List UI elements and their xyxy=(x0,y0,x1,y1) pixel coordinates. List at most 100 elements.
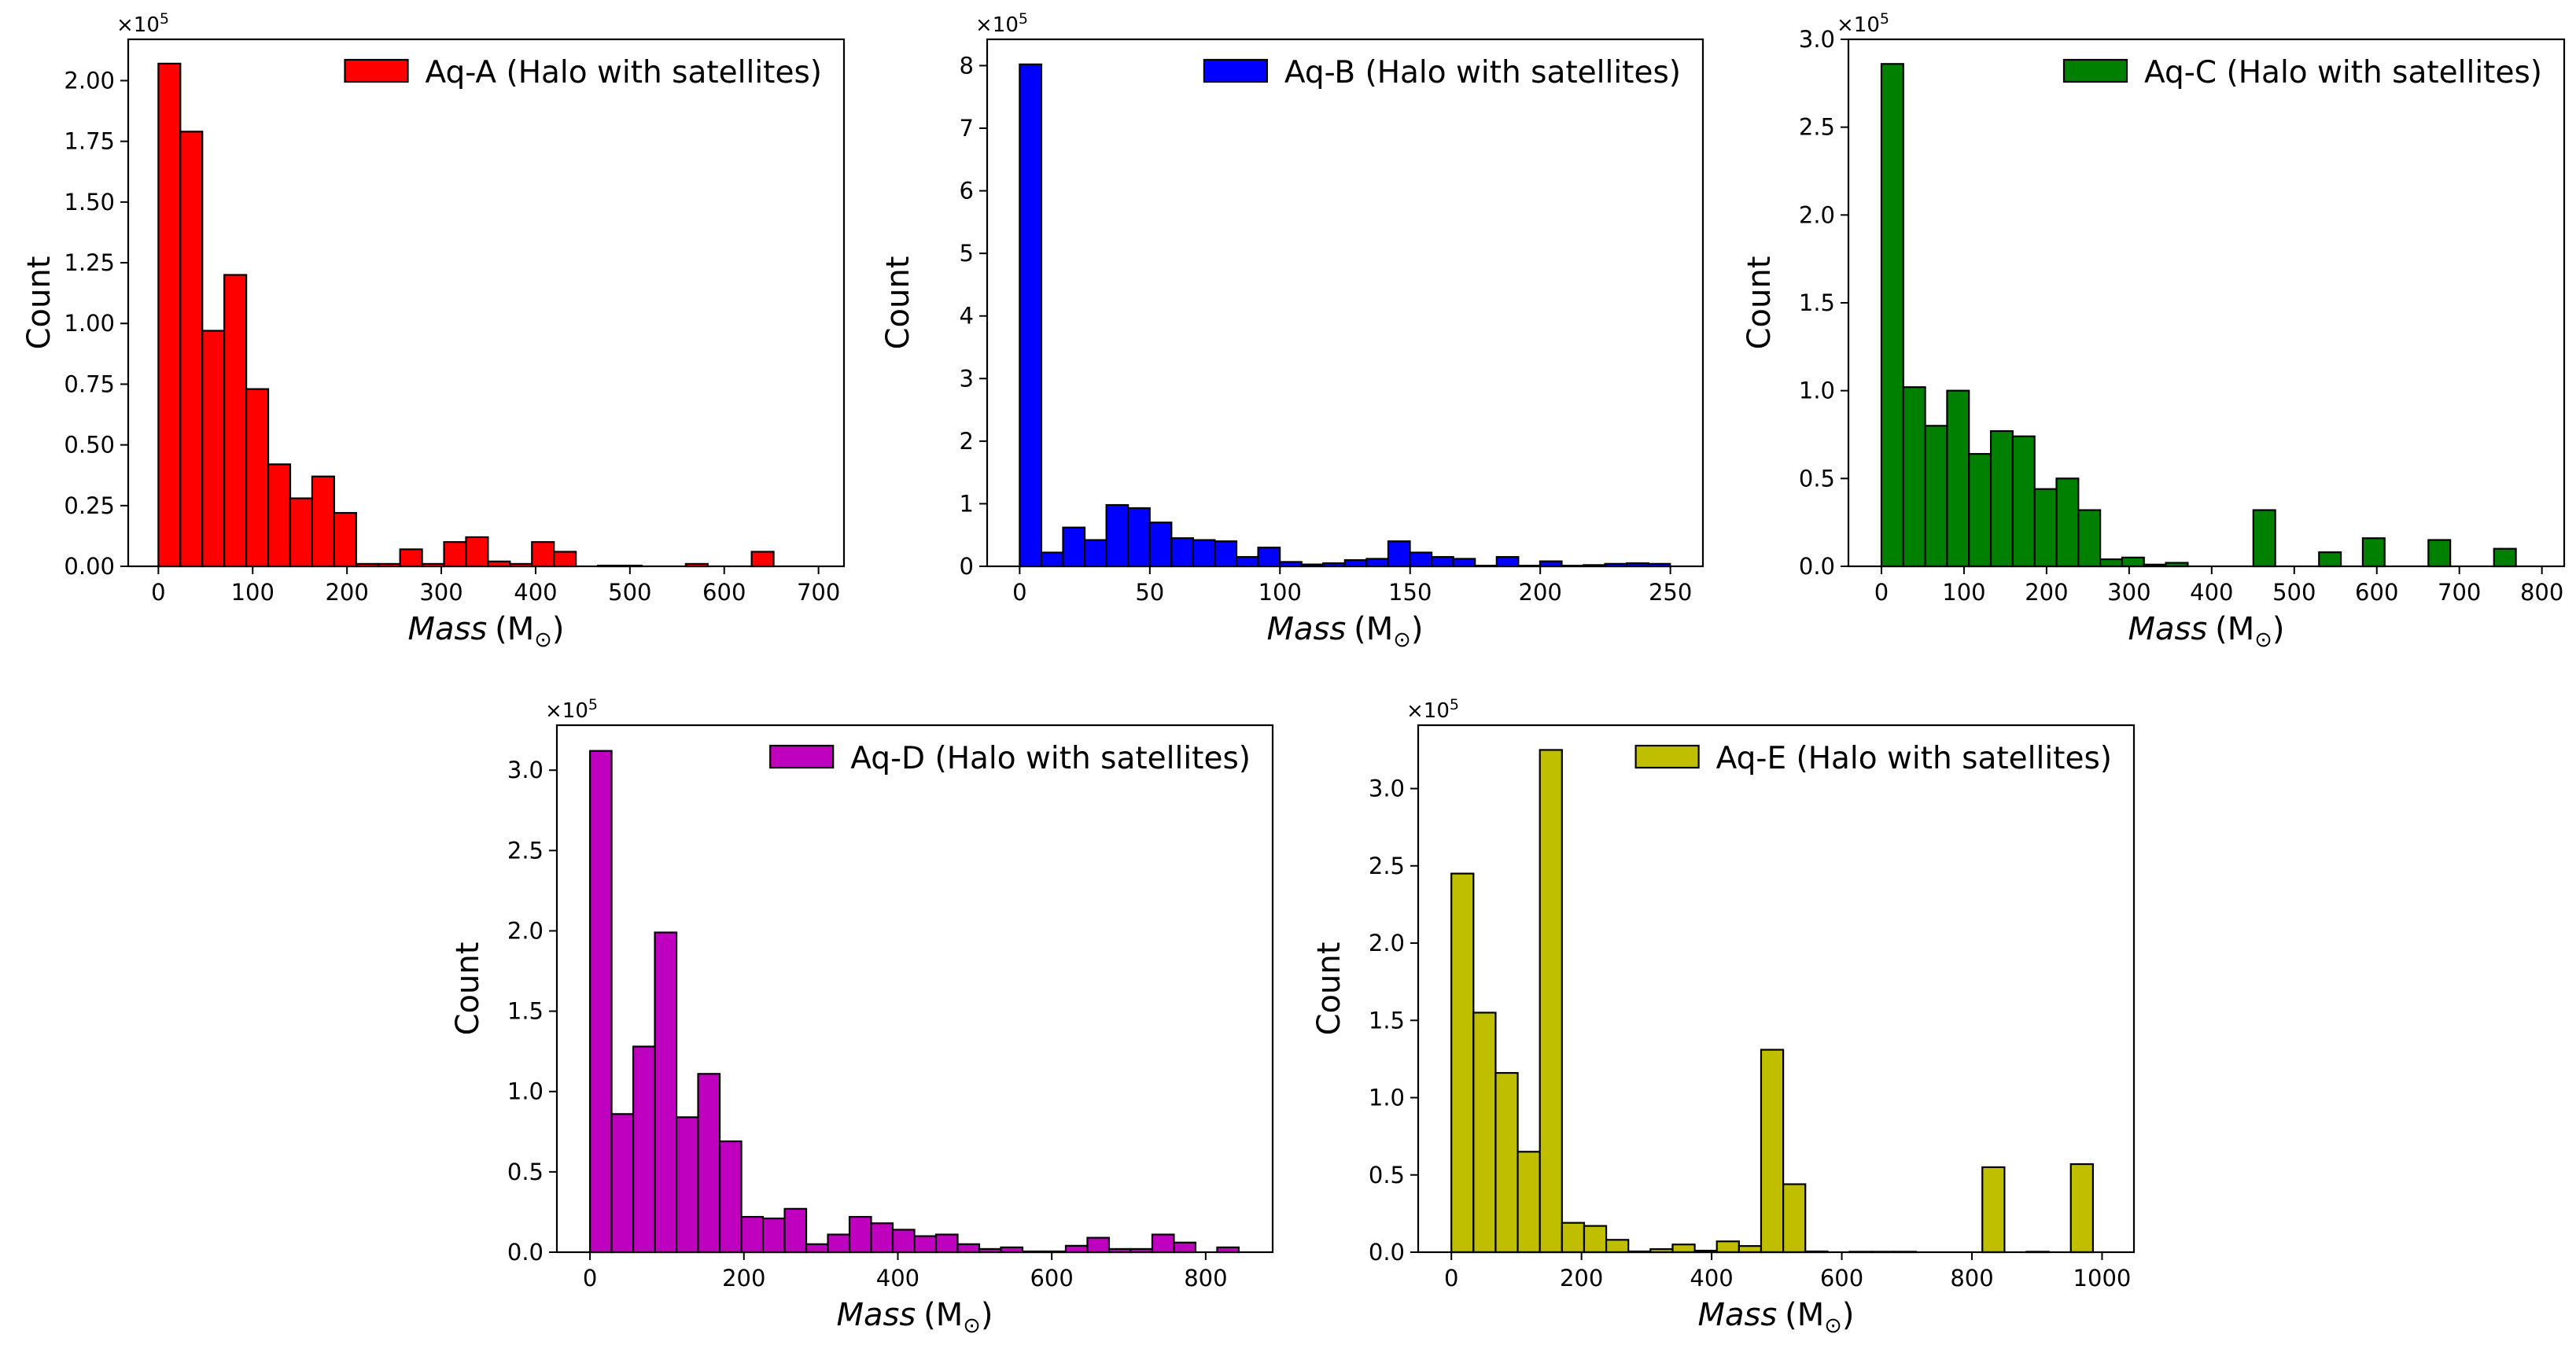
histogram-bar xyxy=(1343,558,1368,568)
histogram-bar xyxy=(750,551,775,568)
x-tick-label: 0 xyxy=(1874,579,1889,606)
x-tick-label: 800 xyxy=(1950,1265,1993,1292)
x-axis-label-close: ) xyxy=(1411,611,1424,647)
y-tick-label: 0.00 xyxy=(64,553,115,580)
x-axis-label-close: ) xyxy=(1842,1297,1855,1333)
y-tick-label: 0.0 xyxy=(1799,553,1835,580)
y-offset-base: ×10 xyxy=(975,13,1019,37)
x-tick-label: 150 xyxy=(1388,579,1432,606)
y-tick-label: 0.75 xyxy=(64,370,115,397)
y-tick-label: 0.0 xyxy=(1369,1239,1405,1266)
x-tick-label: 600 xyxy=(2355,579,2398,606)
histogram-bar xyxy=(1192,539,1216,568)
legend-swatch xyxy=(769,744,835,769)
histogram-bar xyxy=(223,274,248,568)
histogram-bar xyxy=(1083,539,1107,568)
histogram-bar xyxy=(1214,540,1238,568)
y-tick-label: 2.0 xyxy=(1369,930,1405,956)
y-axis-label: Count xyxy=(880,256,916,350)
legend-label: Aq-A (Halo with satellites) xyxy=(425,55,822,90)
y-offset-base: ×10 xyxy=(116,13,160,37)
histogram-bar xyxy=(289,497,314,568)
histogram-bar xyxy=(1019,63,1043,568)
histogram-bar xyxy=(1148,521,1173,568)
histogram-bar xyxy=(267,463,292,568)
x-axis-label: Mass (M⊙) xyxy=(1697,1297,1854,1338)
y-tick-label: 1.25 xyxy=(64,249,115,276)
y-tick-label: 0 xyxy=(960,553,974,580)
x-axis-label-subscript: ⊙ xyxy=(2254,628,2272,652)
y-offset-label: ×105 xyxy=(975,10,1028,37)
y-tick-label: 6 xyxy=(960,178,974,205)
x-tick-label: 400 xyxy=(1690,1265,1733,1292)
histogram-bar xyxy=(697,1073,721,1254)
x-tick-label: 0 xyxy=(583,1265,597,1292)
axes-frame xyxy=(1417,724,2136,1254)
histogram-bar xyxy=(2121,556,2145,568)
legend-label: Aq-B (Halo with satellites) xyxy=(1284,55,1681,90)
x-axis-label-unit: (M xyxy=(1354,611,1393,647)
x-tick-label: 1000 xyxy=(2073,1265,2132,1292)
y-axis-label: Count xyxy=(1311,942,1347,1036)
panel-aq-a: 0 100 200 300 400 500 600 700 0.00 0.25 0.50 0.75 1.… xyxy=(21,10,846,652)
histogram-bar xyxy=(675,1116,699,1254)
histogram-bar xyxy=(2077,509,2102,568)
histogram-bar xyxy=(1738,1245,1763,1254)
histogram-bar xyxy=(1516,1151,1541,1254)
histogram-bar xyxy=(157,62,182,568)
y-tick-label: 8 xyxy=(960,52,974,79)
y-offset-exponent: 5 xyxy=(588,696,598,713)
histogram-bar xyxy=(1583,1225,1608,1254)
x-tick-label: 400 xyxy=(514,579,557,606)
histogram-bar xyxy=(201,330,226,568)
histogram-bar xyxy=(654,931,678,1254)
x-tick-label: 250 xyxy=(1649,579,1692,606)
x-axis-label-unit: (M xyxy=(2215,611,2254,647)
histogram-bar xyxy=(443,541,467,568)
histogram-bar xyxy=(2318,551,2342,568)
x-tick-label: 600 xyxy=(1030,1265,1073,1292)
x-axis-label-close: ) xyxy=(2272,611,2285,647)
x-tick-label: 200 xyxy=(1560,1265,1603,1292)
y-offset-exponent: 5 xyxy=(1019,10,1028,28)
legend-swatch xyxy=(2062,58,2128,83)
x-tick-label: 0 xyxy=(151,579,165,606)
histogram-bar xyxy=(1365,558,1390,568)
histogram-bar xyxy=(588,750,613,1254)
histogram-bar xyxy=(848,1215,872,1254)
histogram-bar xyxy=(1235,555,1259,568)
y-axis-label: Count xyxy=(1741,256,1778,350)
histogram-bar xyxy=(1671,1244,1696,1254)
y-tick-label: 0.5 xyxy=(1369,1162,1405,1188)
x-tick-label: 100 xyxy=(231,579,275,606)
histogram-bar xyxy=(1151,1233,1175,1254)
x-tick-label: 600 xyxy=(702,579,746,606)
y-offset-exponent: 5 xyxy=(160,10,169,28)
histogram-bar xyxy=(1430,555,1454,568)
y-tick-label: 1 xyxy=(960,490,974,517)
histogram-bar xyxy=(1539,749,1563,1254)
histogram-bar xyxy=(1880,63,1904,568)
histogram-bar xyxy=(531,541,555,568)
y-tick-label: 1.5 xyxy=(507,998,544,1025)
y-offset-base: ×10 xyxy=(1837,13,1880,37)
x-axis-label-close: ) xyxy=(981,1297,993,1333)
histogram-bar xyxy=(1387,540,1411,568)
axes-frame xyxy=(127,38,846,568)
y-tick-label: 2.0 xyxy=(1799,201,1835,228)
y-tick-label: 2 xyxy=(960,428,974,455)
x-axis-label-quantity: Mass xyxy=(407,611,487,647)
y-tick-label: 1.0 xyxy=(507,1078,544,1105)
histogram-bar xyxy=(1924,425,1948,568)
y-tick-label: 2.0 xyxy=(507,917,544,944)
histogram-bar xyxy=(1782,1183,1807,1254)
y-offset-label: ×105 xyxy=(545,696,598,723)
legend-label: Aq-D (Halo with satellites) xyxy=(850,741,1251,776)
x-tick-label: 100 xyxy=(1259,579,1302,606)
histogram-bar xyxy=(245,388,270,568)
y-tick-label: 7 xyxy=(960,115,974,142)
y-tick-label: 3 xyxy=(960,365,974,392)
y-offset-base: ×10 xyxy=(545,699,588,723)
